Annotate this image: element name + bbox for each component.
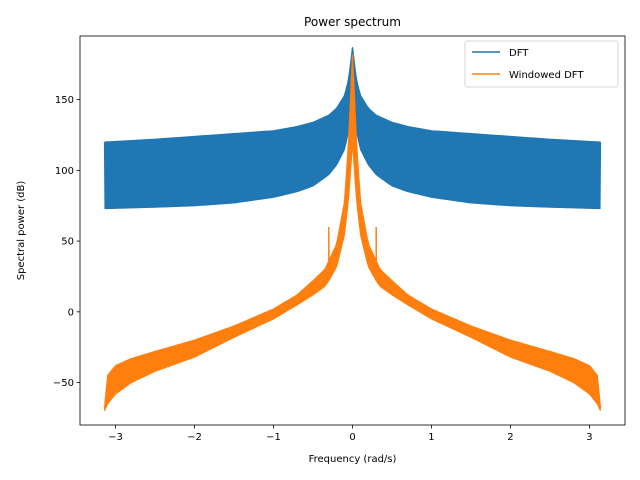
x-tick-label: 2: [507, 432, 513, 443]
series-upper-envelope-dft: [104, 47, 601, 143]
y-tick-label: 100: [55, 166, 74, 177]
x-tick-label: 1: [428, 432, 434, 443]
x-axis: −3 −2 −1 0 1 2 3: [108, 425, 593, 443]
legend: DFT Windowed DFT: [464, 40, 619, 88]
y-tick-label: 50: [61, 237, 74, 248]
x-tick-label: −1: [266, 432, 281, 443]
chart-title: Power spectrum: [304, 15, 401, 29]
legend-box: [464, 40, 619, 88]
y-axis-label: Spectral power (dB): [16, 181, 27, 281]
y-tick-label: 150: [55, 95, 74, 106]
x-tick-label: 0: [349, 432, 355, 443]
series-upper-envelope-windowed-dft: [103, 54, 602, 409]
legend-label-windowed-dft: Windowed DFT: [509, 70, 584, 81]
y-tick-label: −50: [53, 378, 74, 389]
legend-label-dft: DFT: [509, 48, 529, 59]
y-tick-label: 0: [68, 307, 74, 318]
series-windowed-dft: [103, 54, 602, 412]
y-axis: −50 0 50 100 150: [53, 95, 80, 389]
x-tick-label: 3: [586, 432, 592, 443]
series-lower-envelope-windowed-dft: [103, 142, 602, 412]
x-tick-label: −2: [187, 432, 202, 443]
plot-area: [103, 47, 602, 412]
x-tick-label: −3: [108, 432, 123, 443]
x-axis-label: Frequency (rad/s): [309, 454, 397, 465]
